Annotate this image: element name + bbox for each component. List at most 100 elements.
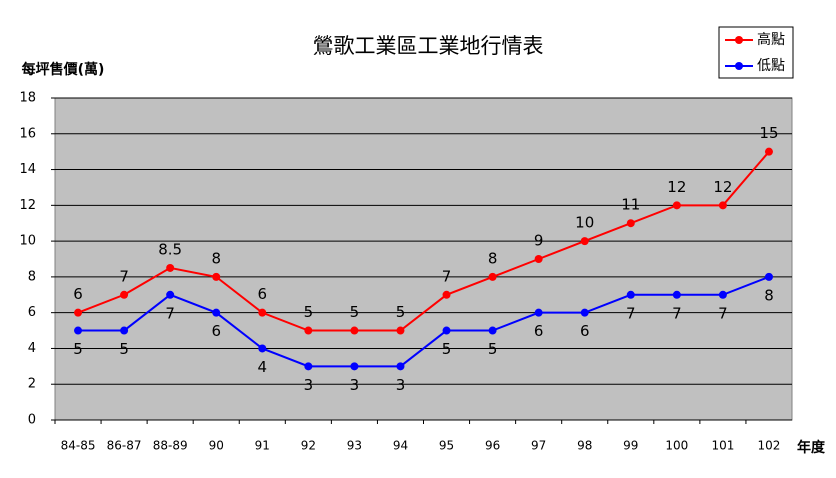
data-label: 5 xyxy=(73,340,83,358)
chart-title: 鶯歌工業區工業地行情表 xyxy=(313,34,544,58)
x-tick-label: 97 xyxy=(531,439,546,453)
marker xyxy=(488,272,497,281)
x-tick-label: 91 xyxy=(255,439,270,453)
x-tick-label: 90 xyxy=(209,439,224,453)
x-tick-label: 101 xyxy=(711,439,734,453)
x-tick-label: 84-85 xyxy=(61,439,96,453)
data-label: 15 xyxy=(759,124,778,142)
data-label: 9 xyxy=(534,232,544,250)
legend-box xyxy=(718,26,794,79)
marker xyxy=(718,290,727,299)
data-label: 5 xyxy=(304,303,314,321)
data-label: 7 xyxy=(718,304,728,322)
x-tick-label: 86-87 xyxy=(107,439,142,453)
data-label: 6 xyxy=(534,322,544,340)
y-tick-label: 12 xyxy=(19,198,36,213)
marker xyxy=(166,263,175,272)
data-label: 12 xyxy=(667,178,686,196)
plot-area xyxy=(54,97,793,421)
marker xyxy=(764,147,773,156)
legend-label: 高點 xyxy=(757,31,785,48)
x-axis-label: 年度 xyxy=(797,439,826,456)
data-label: 6 xyxy=(211,322,221,340)
x-tick-label: 96 xyxy=(485,439,500,453)
marker xyxy=(672,201,681,210)
marker xyxy=(626,219,635,228)
legend-label: 低點 xyxy=(757,58,785,74)
marker xyxy=(672,290,681,299)
legend-marker xyxy=(735,62,743,70)
data-label: 5 xyxy=(119,340,129,358)
y-tick-label: 4 xyxy=(28,341,36,356)
y-tick-label: 6 xyxy=(28,305,36,320)
marker xyxy=(580,237,589,246)
marker xyxy=(764,272,773,281)
y-tick-label: 14 xyxy=(19,162,36,177)
marker xyxy=(396,362,405,371)
x-tick-label: 88-89 xyxy=(153,439,188,453)
line xyxy=(77,151,770,332)
y-tick-label: 10 xyxy=(19,234,36,249)
marker xyxy=(166,290,175,299)
marker xyxy=(350,326,359,335)
marker xyxy=(534,255,543,263)
y-tick-label: 2 xyxy=(28,377,36,392)
x-tick-label: 94 xyxy=(393,439,408,453)
data-label: 11 xyxy=(621,196,640,214)
data-label: 3 xyxy=(350,376,360,394)
marker xyxy=(120,290,129,299)
data-label: 5 xyxy=(396,303,406,321)
data-label: 8 xyxy=(764,286,774,304)
data-label: 3 xyxy=(304,376,314,394)
data-label: 3 xyxy=(396,376,406,394)
x-tick-label: 92 xyxy=(301,439,316,453)
marker xyxy=(304,326,313,335)
x-tick-label: 100 xyxy=(665,439,688,453)
data-label: 12 xyxy=(713,178,732,196)
marker xyxy=(74,326,83,335)
x-tick-label: 93 xyxy=(347,439,362,453)
x-tick-label: 98 xyxy=(577,439,592,453)
data-label: 5 xyxy=(488,340,498,358)
data-label: 7 xyxy=(672,304,682,322)
data-label: 10 xyxy=(575,214,594,232)
marker xyxy=(120,326,129,335)
marker xyxy=(580,308,589,317)
marker xyxy=(718,201,727,210)
marker xyxy=(258,308,267,317)
data-label: 7 xyxy=(626,304,636,322)
x-tick-label: 102 xyxy=(758,439,781,453)
data-label: 5 xyxy=(350,303,360,321)
y-tick-label: 18 xyxy=(19,91,36,106)
x-tick-label: 95 xyxy=(439,439,454,453)
marker xyxy=(396,326,405,335)
data-label: 7 xyxy=(442,267,452,285)
data-label: 8 xyxy=(488,249,498,267)
data-label: 7 xyxy=(165,304,175,322)
legend-marker xyxy=(735,36,743,44)
marker xyxy=(626,290,635,299)
y-tick-label: 16 xyxy=(19,126,36,141)
marker xyxy=(534,308,543,317)
data-label: 7 xyxy=(119,267,129,285)
x-tick-label: 99 xyxy=(623,439,638,453)
marker xyxy=(442,326,451,335)
marker xyxy=(212,272,221,281)
data-label: 5 xyxy=(442,340,452,358)
data-label: 6 xyxy=(258,285,268,303)
data-label: 4 xyxy=(258,358,268,376)
y-tick-label: 8 xyxy=(28,269,36,284)
marker xyxy=(442,290,451,299)
data-label: 8.5 xyxy=(158,240,182,258)
data-label: 8 xyxy=(211,249,221,267)
marker xyxy=(212,308,221,317)
marker xyxy=(74,308,83,317)
marker xyxy=(350,362,359,371)
line xyxy=(78,275,770,368)
data-label: 6 xyxy=(73,285,83,303)
data-label: 6 xyxy=(580,322,590,340)
marker xyxy=(258,344,267,353)
y-tick-label: 0 xyxy=(28,413,36,428)
marker xyxy=(488,326,497,335)
